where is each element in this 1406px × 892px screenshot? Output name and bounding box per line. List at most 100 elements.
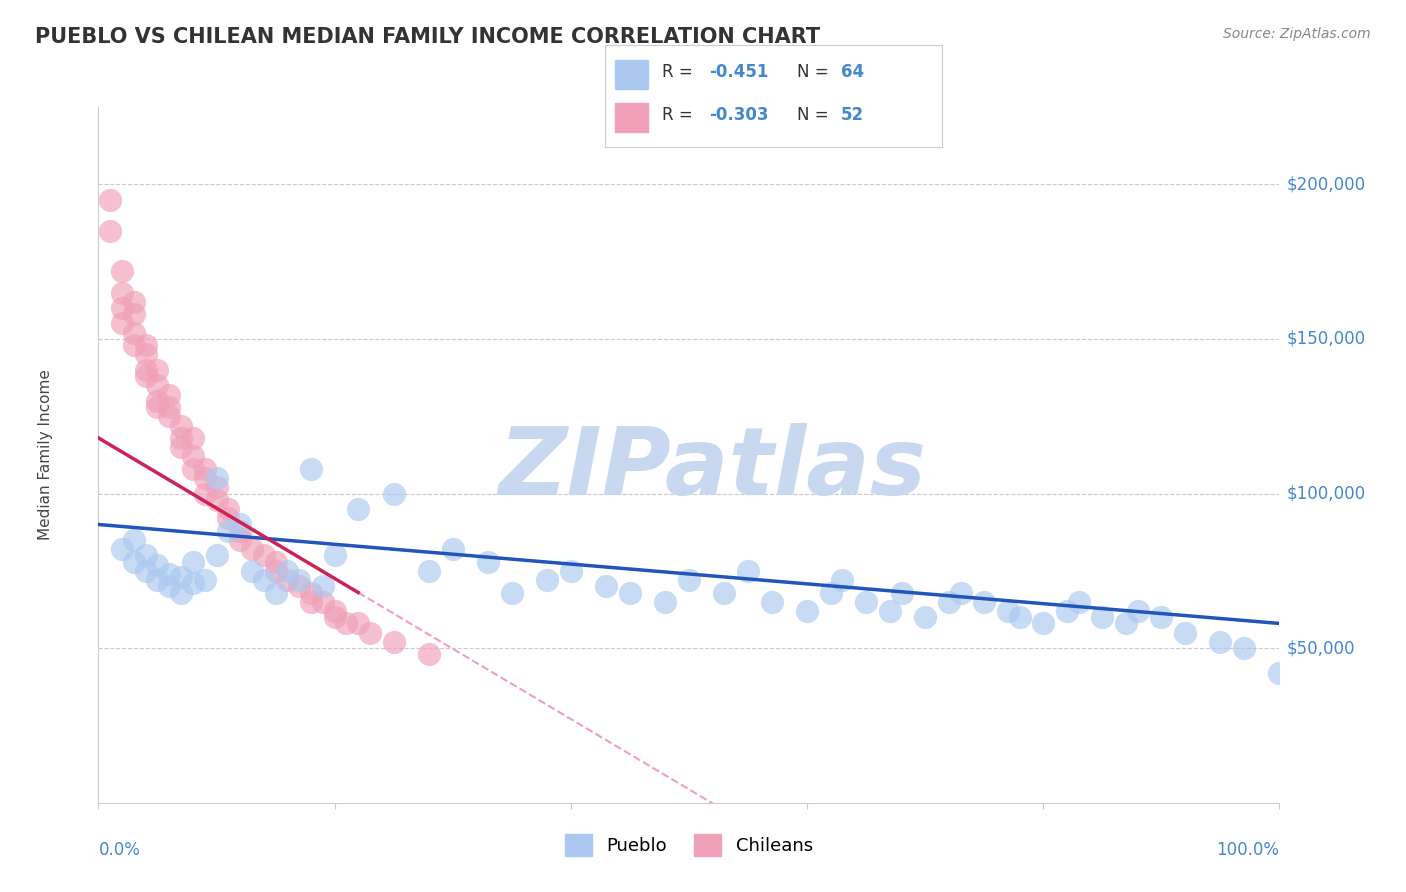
Point	[135, 549, 157, 563]
Text: 64: 64	[841, 63, 863, 81]
Text: PUEBLO VS CHILEAN MEDIAN FAMILY INCOME CORRELATION CHART: PUEBLO VS CHILEAN MEDIAN FAMILY INCOME C…	[35, 27, 820, 46]
Point	[382, 486, 405, 500]
Point	[111, 264, 134, 278]
Point	[914, 610, 936, 624]
Point	[170, 440, 193, 454]
Point	[264, 585, 287, 599]
Point	[170, 431, 193, 445]
Point	[347, 502, 370, 516]
Point	[820, 585, 842, 599]
Point	[135, 363, 157, 377]
Point	[441, 542, 464, 557]
Point	[288, 579, 311, 593]
Text: $150,000: $150,000	[1286, 330, 1365, 348]
Text: Source: ZipAtlas.com: Source: ZipAtlas.com	[1223, 27, 1371, 41]
Point	[217, 511, 239, 525]
Text: 0.0%: 0.0%	[98, 841, 141, 859]
Point	[253, 549, 276, 563]
Legend: Pueblo, Chileans: Pueblo, Chileans	[558, 827, 820, 863]
Point	[796, 604, 818, 618]
Point	[855, 595, 877, 609]
Point	[1233, 641, 1256, 656]
Point	[1056, 604, 1078, 618]
Point	[111, 285, 134, 300]
Point	[181, 462, 204, 476]
Point	[157, 400, 180, 414]
FancyBboxPatch shape	[614, 60, 648, 88]
Point	[761, 595, 783, 609]
Point	[122, 338, 145, 352]
Point	[501, 585, 523, 599]
Point	[890, 585, 912, 599]
Point	[146, 378, 169, 392]
Point	[217, 502, 239, 516]
Text: $50,000: $50,000	[1286, 640, 1355, 657]
Point	[997, 604, 1019, 618]
Point	[264, 555, 287, 569]
Point	[1067, 595, 1090, 609]
Point	[135, 347, 157, 361]
Point	[382, 635, 405, 649]
Point	[157, 566, 180, 581]
Point	[312, 579, 335, 593]
Point	[157, 409, 180, 424]
Text: 52: 52	[841, 106, 863, 124]
Point	[240, 542, 263, 557]
Point	[157, 579, 180, 593]
Point	[253, 573, 276, 587]
Text: -0.303: -0.303	[709, 106, 769, 124]
Point	[146, 363, 169, 377]
Point	[288, 573, 311, 587]
Point	[229, 533, 252, 547]
Point	[1126, 604, 1149, 618]
Point	[323, 549, 346, 563]
Point	[194, 486, 217, 500]
Point	[146, 573, 169, 587]
Point	[737, 564, 759, 578]
Point	[135, 564, 157, 578]
Point	[1150, 610, 1173, 624]
Point	[536, 573, 558, 587]
Point	[146, 400, 169, 414]
Point	[170, 570, 193, 584]
Point	[335, 616, 357, 631]
Point	[181, 576, 204, 591]
Point	[122, 307, 145, 321]
Point	[194, 573, 217, 587]
Point	[299, 595, 322, 609]
Point	[205, 480, 228, 494]
Point	[938, 595, 960, 609]
Point	[205, 549, 228, 563]
Point	[276, 573, 298, 587]
Point	[678, 573, 700, 587]
Point	[135, 369, 157, 384]
Point	[181, 431, 204, 445]
Point	[1174, 625, 1197, 640]
Point	[205, 471, 228, 485]
Point	[1268, 665, 1291, 680]
Point	[1008, 610, 1031, 624]
Point	[347, 616, 370, 631]
Point	[619, 585, 641, 599]
Point	[122, 555, 145, 569]
Point	[205, 492, 228, 507]
Text: $200,000: $200,000	[1286, 176, 1365, 194]
Point	[170, 418, 193, 433]
Point	[323, 610, 346, 624]
Point	[217, 524, 239, 538]
Point	[654, 595, 676, 609]
Point	[181, 555, 204, 569]
Point	[111, 542, 134, 557]
Point	[98, 193, 121, 207]
Point	[595, 579, 617, 593]
Point	[713, 585, 735, 599]
Point	[264, 564, 287, 578]
Point	[122, 326, 145, 340]
Point	[157, 387, 180, 401]
FancyBboxPatch shape	[614, 103, 648, 132]
Point	[111, 301, 134, 315]
Text: ZIPatlas: ZIPatlas	[499, 423, 927, 515]
Point	[879, 604, 901, 618]
Point	[229, 517, 252, 532]
Point	[299, 462, 322, 476]
